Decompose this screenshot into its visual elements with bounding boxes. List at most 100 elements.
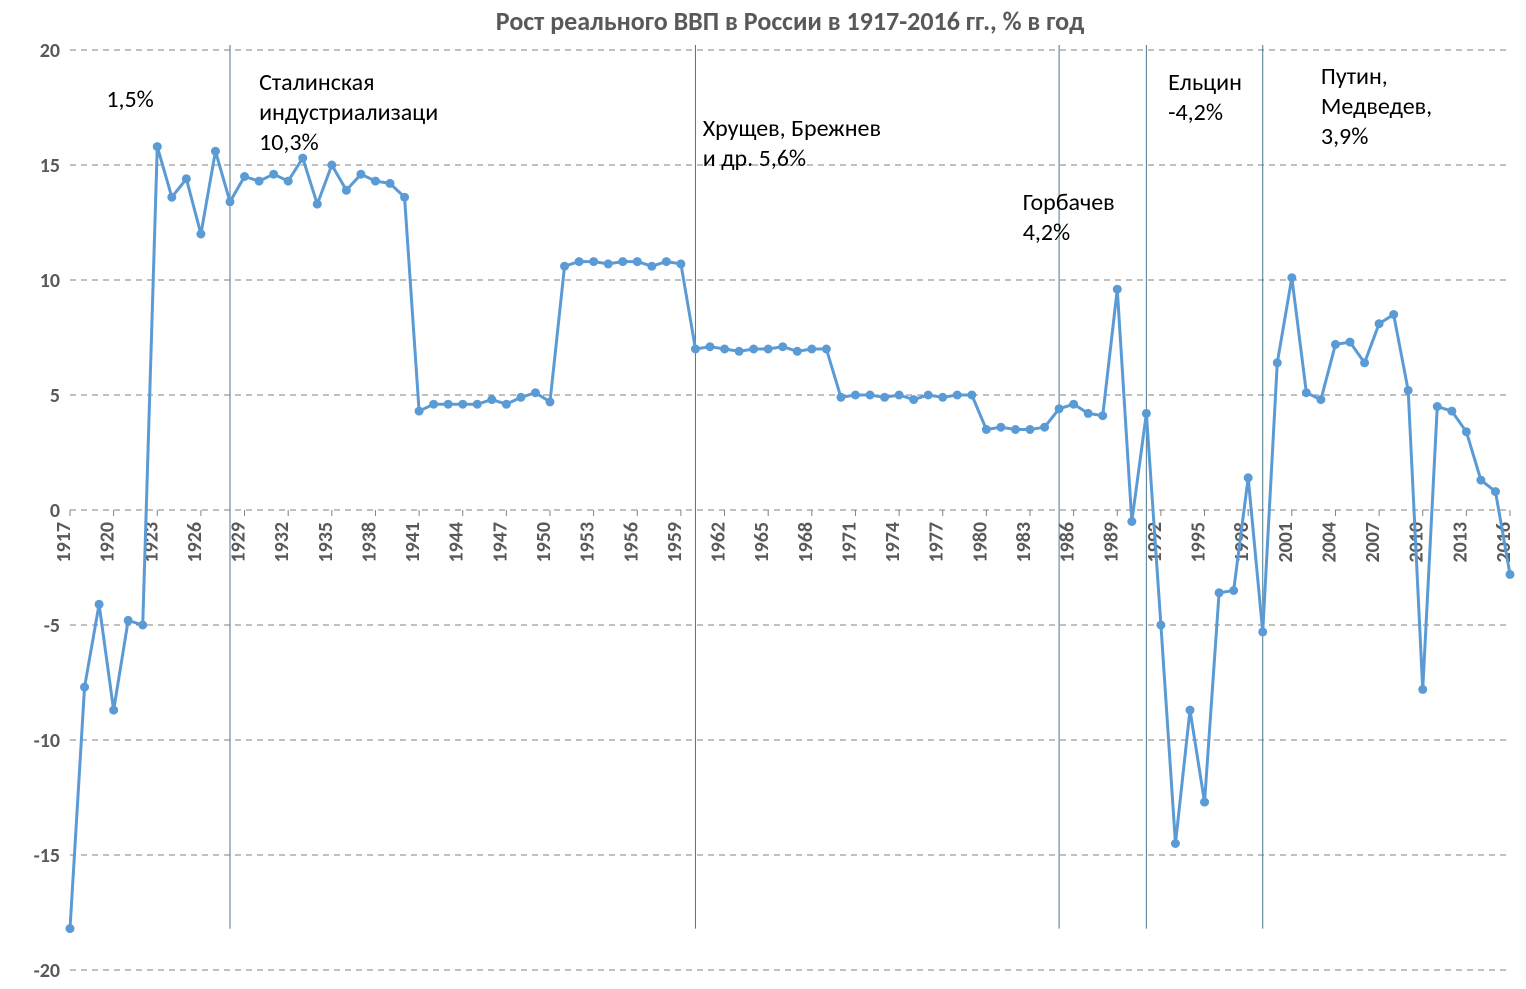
data-marker — [1069, 400, 1078, 409]
x-tick-label: 1920 — [96, 522, 120, 563]
data-marker — [909, 395, 918, 404]
y-tick-label: 10 — [40, 269, 60, 293]
data-marker — [1476, 476, 1485, 485]
y-tick-label: -15 — [34, 844, 60, 868]
data-marker — [560, 262, 569, 271]
data-marker — [836, 393, 845, 402]
data-marker — [1346, 338, 1355, 347]
data-marker — [1113, 285, 1122, 294]
data-marker — [386, 179, 395, 188]
data-marker — [895, 391, 904, 400]
data-marker — [1011, 425, 1020, 434]
x-tick-label: 1953 — [576, 522, 600, 563]
x-tick-label: 1971 — [837, 522, 861, 563]
chart-title: Рост реального ВВП в России в 1917-2016 … — [496, 5, 1085, 37]
data-marker — [1360, 358, 1369, 367]
data-marker — [546, 397, 555, 406]
data-marker — [1433, 402, 1442, 411]
x-tick-label: 1956 — [619, 522, 643, 563]
data-marker — [1200, 798, 1209, 807]
data-marker — [1302, 388, 1311, 397]
data-marker — [1462, 427, 1471, 436]
data-marker — [589, 257, 598, 266]
data-marker — [1418, 685, 1427, 694]
x-tick-label: 1995 — [1187, 522, 1211, 563]
data-marker — [269, 170, 278, 179]
data-marker — [1287, 273, 1296, 282]
x-tick-label: 1935 — [314, 522, 338, 563]
data-marker — [1375, 319, 1384, 328]
data-marker — [1389, 310, 1398, 319]
data-marker — [822, 345, 831, 354]
data-marker — [444, 400, 453, 409]
data-marker — [429, 400, 438, 409]
data-marker — [618, 257, 627, 266]
x-tick-label: 1926 — [183, 522, 207, 563]
data-marker — [211, 147, 220, 156]
data-marker — [764, 345, 773, 354]
data-marker — [284, 177, 293, 186]
data-marker — [1186, 706, 1195, 715]
data-marker — [720, 345, 729, 354]
x-tick-label: 2007 — [1361, 522, 1385, 563]
data-marker — [487, 395, 496, 404]
x-tick-label: 1983 — [1012, 522, 1036, 563]
data-marker — [240, 172, 249, 181]
data-marker — [226, 197, 235, 206]
data-marker — [982, 425, 991, 434]
data-marker — [371, 177, 380, 186]
x-tick-label: 1962 — [707, 522, 731, 563]
x-tick-label: 1923 — [139, 522, 163, 563]
data-marker — [415, 407, 424, 416]
data-marker — [1040, 423, 1049, 432]
data-marker — [109, 706, 118, 715]
x-tick-label: 1941 — [401, 522, 425, 563]
x-tick-label: 1959 — [663, 522, 687, 563]
data-marker — [1156, 621, 1165, 630]
data-marker — [735, 347, 744, 356]
data-marker — [516, 393, 525, 402]
data-marker — [1171, 839, 1180, 848]
data-marker — [1491, 487, 1500, 496]
data-marker — [1244, 473, 1253, 482]
period-annotation: Ельцин -4,2% — [1168, 68, 1242, 128]
x-tick-label: 1974 — [881, 522, 905, 563]
data-marker — [1273, 358, 1282, 367]
x-tick-label: 1989 — [1099, 522, 1123, 563]
x-tick-label: 1965 — [750, 522, 774, 563]
data-marker — [1127, 517, 1136, 526]
y-tick-label: -5 — [44, 614, 60, 638]
data-marker — [866, 391, 875, 400]
x-tick-label: 1917 — [52, 522, 76, 563]
x-tick-label: 1938 — [357, 522, 381, 563]
data-marker — [851, 391, 860, 400]
data-marker — [1447, 407, 1456, 416]
data-marker — [356, 170, 365, 179]
data-marker — [1142, 409, 1151, 418]
period-annotation: 1,5% — [106, 85, 153, 115]
y-tick-label: 20 — [40, 39, 60, 63]
data-marker — [793, 347, 802, 356]
data-marker — [342, 186, 351, 195]
data-marker — [1316, 395, 1325, 404]
data-marker — [80, 683, 89, 692]
data-marker — [124, 616, 133, 625]
data-marker — [1258, 627, 1267, 636]
x-tick-label: 1977 — [925, 522, 949, 563]
data-marker — [938, 393, 947, 402]
data-marker — [1506, 570, 1515, 579]
data-marker — [953, 391, 962, 400]
data-marker — [691, 345, 700, 354]
data-marker — [1404, 386, 1413, 395]
x-tick-label: 1968 — [794, 522, 818, 563]
y-tick-label: 0 — [50, 499, 60, 523]
period-annotation: Горбачев 4,2% — [1023, 188, 1115, 248]
data-marker — [502, 400, 511, 409]
data-marker — [1098, 411, 1107, 420]
data-marker — [531, 388, 540, 397]
data-marker — [95, 600, 104, 609]
x-tick-label: 2013 — [1448, 522, 1472, 563]
x-tick-label: 1944 — [445, 522, 469, 563]
x-tick-label: 1932 — [270, 522, 294, 563]
data-marker — [400, 193, 409, 202]
